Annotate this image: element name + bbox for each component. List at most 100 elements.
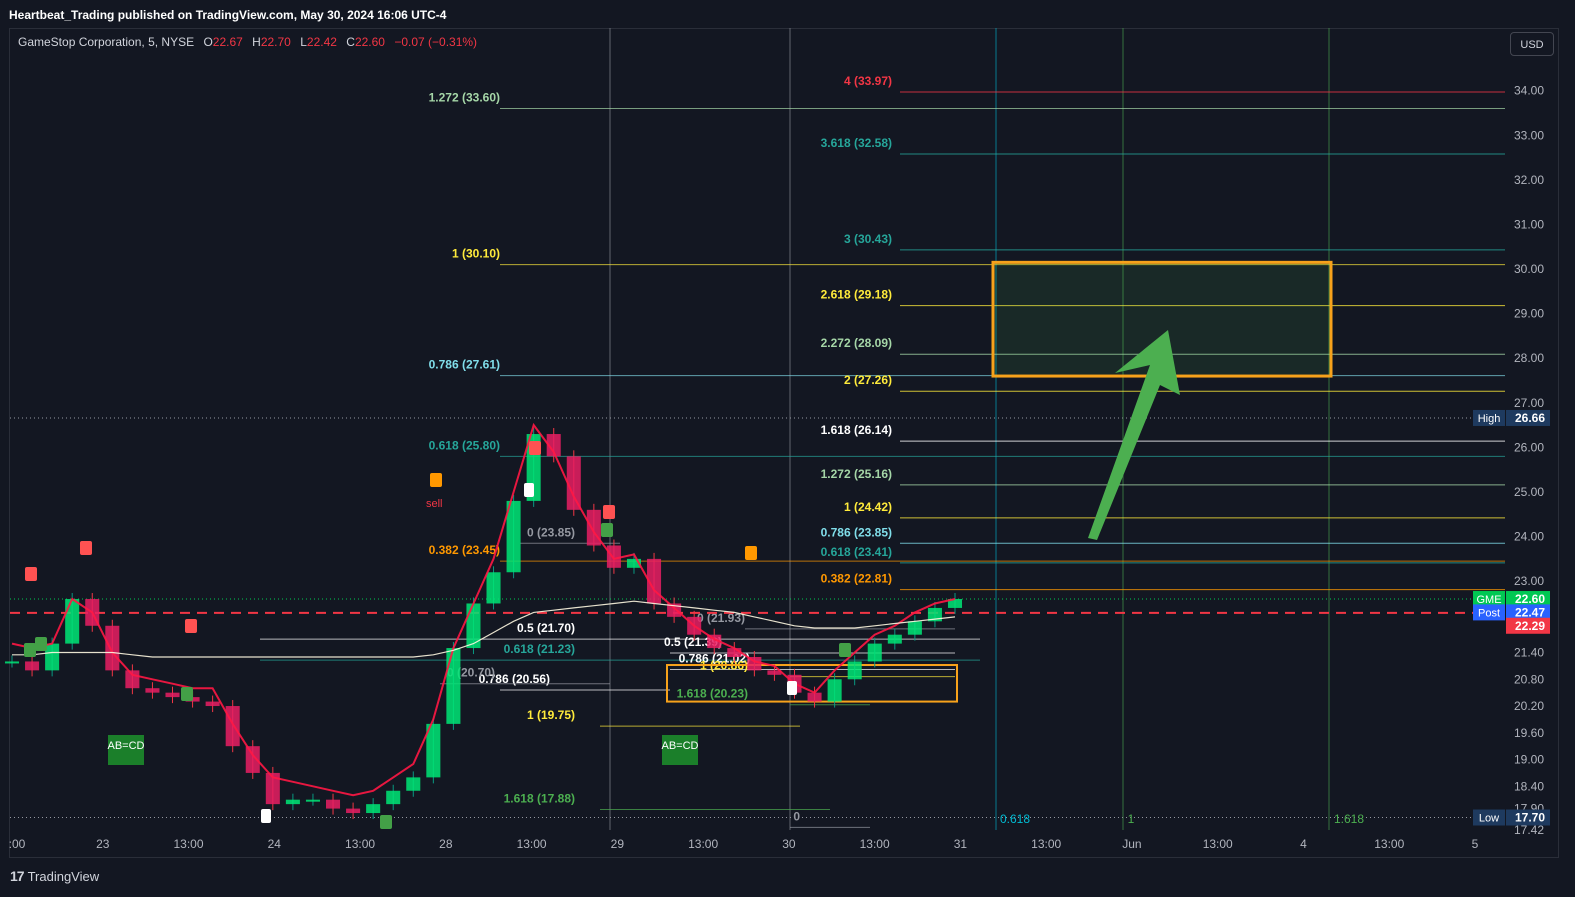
fib-level-label: 0.786 (27.61): [429, 358, 500, 372]
candle-body: [245, 746, 260, 773]
price-series: [4, 422, 963, 820]
candle-body: [606, 545, 621, 568]
extension-level-label: 0.382 (22.81): [821, 572, 892, 586]
x-tick-label: 28: [439, 837, 453, 851]
x-tick-label: 13:00: [1031, 837, 1061, 851]
abcd-badge: [108, 735, 144, 765]
fib-level-label: 1.618 (17.88): [504, 791, 575, 805]
price-tag-value: 22.47: [1515, 605, 1545, 619]
sell-signal-marker: [745, 546, 757, 560]
candle-body: [546, 434, 561, 457]
buy-signal-marker: [380, 815, 392, 829]
sell-signal-marker: [430, 473, 442, 487]
extension-level-label: 4 (33.97): [844, 74, 892, 88]
fib-level-label: 1.272 (33.60): [429, 91, 500, 105]
candle-body: [125, 670, 140, 689]
x-tick-label: 24: [268, 837, 282, 851]
price-tag-bg: [1506, 591, 1550, 608]
white-signal-marker: [787, 681, 797, 695]
extension-level-label: 3 (30.43): [844, 232, 892, 246]
price-tag-bg: [1506, 617, 1550, 634]
candle-body: [346, 808, 361, 814]
extension-level-label: 1.272 (25.16): [821, 467, 892, 481]
sell-signal-marker: [25, 567, 37, 581]
candle-body: [205, 701, 220, 707]
price-tag-bg: [1506, 409, 1550, 426]
y-tick-label: 25.00: [1514, 485, 1544, 499]
candle-body: [225, 706, 240, 747]
time-axis[interactable]: :00 23 13:00 24 13:00 28 13:00 29 13:00 30 13:00 31…: [9, 812, 1479, 851]
target-arrow: [1088, 330, 1180, 540]
tradingview-logo-icon: 17: [10, 868, 25, 884]
extension-level-label: 0.786 (23.85): [821, 525, 892, 539]
x-tick-label: 13:00: [1374, 837, 1404, 851]
supertrend-line: [11, 422, 956, 797]
buy-signal-marker: [181, 687, 193, 701]
change-value: −0.07 (−0.31%): [394, 35, 478, 49]
price-tag-label: Post: [1478, 607, 1500, 619]
y-tick-label: 20.20: [1514, 699, 1544, 713]
white-signal-marker: [261, 809, 271, 823]
sell-signal-marker: [80, 541, 92, 555]
fib-level-label: 0.382 (23.45): [429, 543, 500, 557]
candle-body: [847, 661, 862, 680]
candle-body: [626, 558, 642, 568]
abcd-badge: [662, 735, 698, 765]
price-tag-label-bg: [1473, 604, 1505, 621]
y-tick-label: 21.40: [1514, 646, 1544, 660]
candle-body: [25, 661, 40, 671]
y-tick-label: 34.00: [1514, 84, 1544, 98]
price-axis[interactable]: 34.00 33.00 32.00 31.00 30.00 29.00 28.00 27.00…: [1473, 84, 1550, 837]
x-tick-label: 31: [954, 837, 968, 851]
candle-body: [486, 572, 501, 604]
y-tick-label: 28.00: [1514, 351, 1544, 365]
y-tick-label: 31.00: [1514, 217, 1544, 231]
buy-signal-marker: [35, 637, 47, 651]
sell-label: sell: [426, 498, 443, 510]
x-tick-label: Jun: [1122, 837, 1141, 851]
symbol-name[interactable]: GameStop Corporation, 5, NYSE: [18, 35, 195, 49]
candle-body: [386, 790, 401, 805]
y-tick-label: 20.80: [1514, 672, 1544, 686]
grid: [609, 28, 1330, 830]
x-tick-label: 13:00: [860, 837, 890, 851]
time-fib-label: 0.618: [1000, 812, 1030, 826]
x-tick-label: 13:00: [517, 837, 547, 851]
price-tag-bg: [1506, 604, 1550, 621]
tradingview-logo[interactable]: 17 TradingView: [10, 868, 99, 884]
time-fib-label: 1.618: [1334, 812, 1364, 826]
open-value: 22.67: [212, 35, 243, 49]
buy-signal-marker: [601, 523, 613, 537]
price-tag-label: GME: [1476, 594, 1501, 606]
time-fib-label: 1: [1128, 812, 1135, 826]
close-value: 22.60: [354, 35, 385, 49]
y-tick-label: 23.00: [1514, 574, 1544, 588]
abcd-label: AB=CD: [662, 740, 699, 752]
candle-body: [887, 634, 902, 644]
y-tick-label: 17.42: [1514, 823, 1544, 837]
target-zone: [666, 260, 1333, 703]
extension-level-label: 1 (24.42): [844, 500, 892, 514]
extension-level-label: 0.618 (23.41): [821, 545, 892, 559]
price-tag-label-bg: [1473, 591, 1505, 608]
buy-signal-marker: [24, 643, 36, 657]
fib-level-label: 0.618 (21.23): [504, 642, 575, 656]
open-label: O: [203, 35, 213, 49]
candle-body: [867, 643, 882, 662]
chart-pane[interactable]: [9, 28, 1559, 858]
y-tick-label: 33.00: [1514, 128, 1544, 142]
extension-level-label: 3.618 (32.58): [821, 136, 892, 150]
price-tag-value: 17.70: [1515, 811, 1545, 825]
currency-button[interactable]: USD: [1510, 32, 1554, 56]
candle-body: [667, 603, 682, 617]
abcd-label: AB=CD: [108, 740, 145, 752]
consolidation-box: [666, 664, 958, 703]
y-tick-label: 26.00: [1514, 440, 1544, 454]
candle-body: [4, 661, 20, 664]
candle-body: [927, 607, 942, 622]
x-tick-label: :00: [9, 837, 26, 851]
fib-level-label: 0 (21.93): [697, 611, 745, 625]
price-tag-label-bg: [1473, 409, 1505, 426]
price-tag-label-bg: [1473, 809, 1505, 826]
